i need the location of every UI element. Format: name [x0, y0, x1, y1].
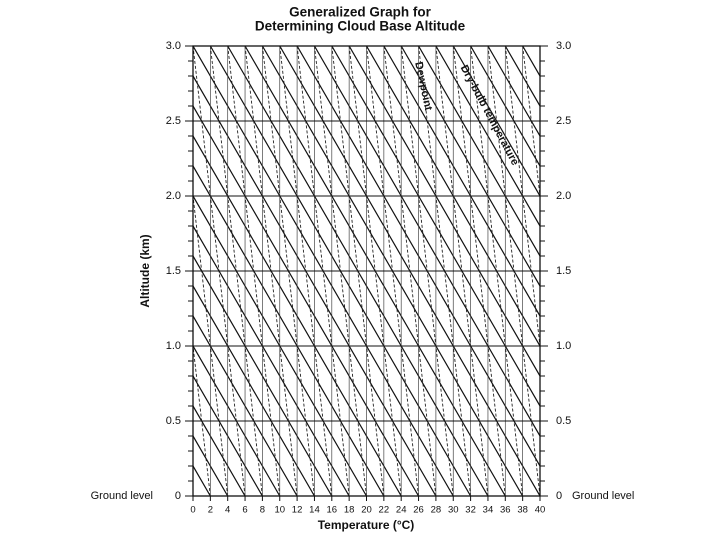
y-tick-label: 3.0: [166, 40, 181, 52]
y-tick-label: 0: [556, 490, 562, 502]
x-tick-label: 12: [292, 505, 303, 516]
x-tick-label: 2: [208, 505, 213, 516]
dry-bulb-line: [193, 494, 194, 496]
y-tick-label: 1.0: [556, 340, 571, 352]
x-tick-label: 16: [327, 505, 338, 516]
x-tick-label: 34: [483, 505, 494, 516]
y-tick-label: 2.0: [556, 190, 571, 202]
ground-level-label: Ground level: [91, 490, 153, 502]
x-tick-label: 18: [344, 505, 355, 516]
x-tick-label: 30: [448, 505, 459, 516]
y-tick-label: 2.5: [166, 115, 181, 127]
x-tick-label: 6: [242, 505, 247, 516]
y-tick-label: 0: [175, 490, 181, 502]
y-tick-label: 2.5: [556, 115, 571, 127]
x-tick-label: 28: [431, 505, 442, 516]
dry-bulb-line: [522, 46, 540, 78]
y-tick-label: 2.0: [166, 190, 181, 202]
x-tick-label: 0: [190, 505, 195, 516]
y-tick-label: 1.5: [556, 265, 571, 277]
y-tick-label: 1.5: [166, 265, 181, 277]
x-tick-label: 8: [260, 505, 265, 516]
x-tick-label: 36: [500, 505, 511, 516]
ground-level-label: Ground level: [572, 490, 634, 502]
x-tick-label: 22: [379, 505, 390, 516]
chart-title: Generalized Graph for: [289, 5, 432, 20]
plot-frame: [192, 45, 541, 497]
x-tick-label: 20: [361, 505, 372, 516]
y-tick-label: 3.0: [556, 40, 571, 52]
x-tick-label: 40: [535, 505, 546, 516]
y-tick-label: 0.5: [166, 415, 181, 427]
x-tick-label: 26: [413, 505, 424, 516]
chart-title: Determining Cloud Base Altitude: [255, 19, 466, 34]
x-tick-label: 10: [274, 505, 285, 516]
x-tick-label: 4: [225, 505, 230, 516]
y-tick-label: 1.0: [166, 340, 181, 352]
x-tick-label: 24: [396, 505, 407, 516]
x-tick-label: 14: [309, 505, 320, 516]
y-axis-label: Altitude (km): [138, 234, 152, 307]
x-axis-label: Temperature (°C): [318, 518, 415, 532]
x-tick-label: 32: [465, 505, 476, 516]
x-tick-label: 38: [517, 505, 528, 516]
y-tick-label: 0.5: [556, 415, 571, 427]
